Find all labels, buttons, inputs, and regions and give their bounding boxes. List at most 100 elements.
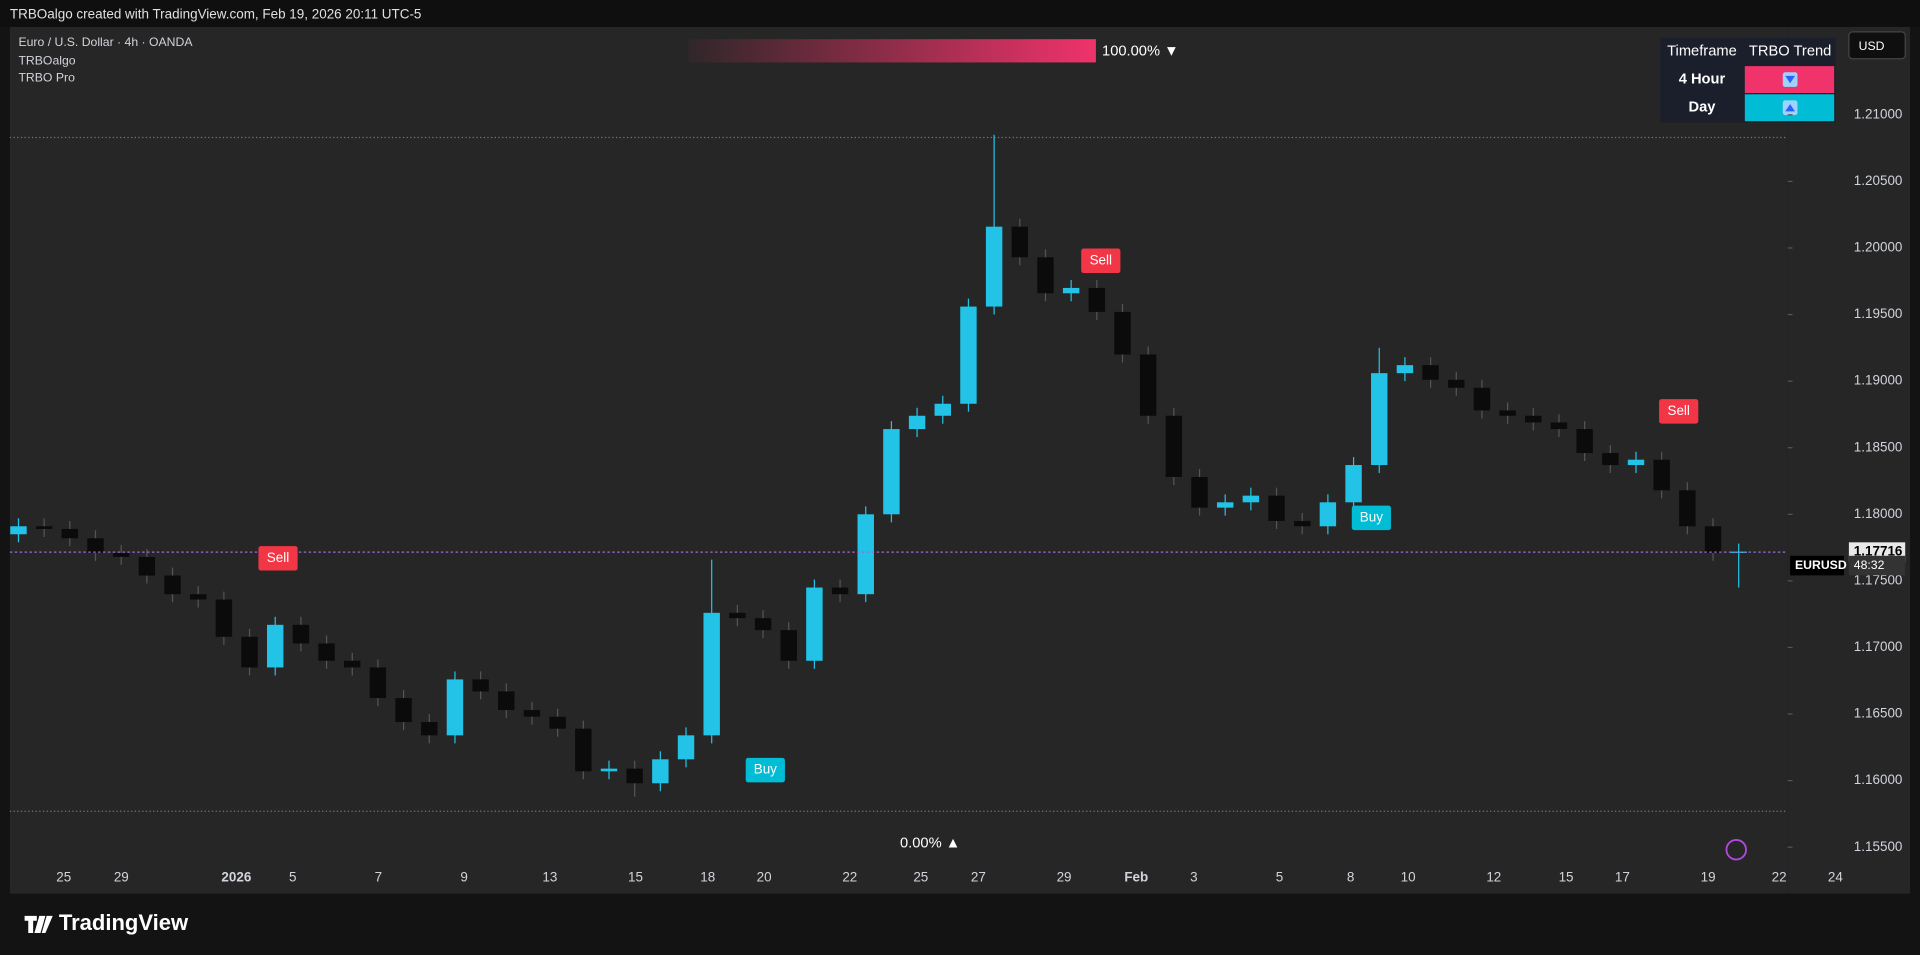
- trend-arrow: [1785, 75, 1796, 84]
- x-tick-label: Feb: [1124, 869, 1148, 884]
- y-tick-label: 1.17000: [1854, 639, 1903, 654]
- candle-body: [1550, 422, 1568, 430]
- candle-body: [626, 768, 643, 784]
- currency-label: USD: [1859, 39, 1885, 53]
- candle-body: [215, 599, 233, 637]
- candle-body: [1062, 287, 1080, 294]
- trend-arrow: [1785, 104, 1796, 112]
- signal-badge: [1081, 248, 1121, 274]
- y-tick-label: 1.19000: [1854, 373, 1903, 388]
- x-tick-label: 25: [913, 869, 928, 884]
- candle-body: [729, 612, 746, 619]
- table-cell: 4 Hour: [1679, 71, 1726, 87]
- x-tick-label: 22: [1772, 869, 1787, 884]
- candle-body: [241, 636, 258, 668]
- top-bar: [0, 0, 1920, 27]
- signal-label: Sell: [267, 550, 289, 565]
- signal-badge: [745, 757, 785, 783]
- candle-body: [1396, 365, 1414, 374]
- candle-body: [1191, 477, 1208, 508]
- indicator-name: TRBO Pro: [18, 71, 75, 85]
- x-tick-label: 27: [971, 869, 986, 884]
- signal-label: Sell: [1090, 252, 1112, 267]
- candle-body: [575, 728, 592, 772]
- candle-body: [1704, 526, 1722, 553]
- bottom-bar: [0, 893, 1920, 955]
- x-tick-label: 10: [1401, 869, 1416, 884]
- y-tick-label: 1.16500: [1854, 706, 1903, 721]
- candle-body: [1011, 226, 1029, 258]
- x-tick-label: 7: [375, 869, 382, 884]
- candle-body: [754, 618, 772, 631]
- x-tick-label: 15: [628, 869, 643, 884]
- candle-body: [908, 415, 926, 430]
- signal-label: Buy: [754, 762, 777, 777]
- candle-body: [1499, 410, 1516, 416]
- candle-body: [1037, 257, 1054, 294]
- x-tick-label: 5: [289, 869, 296, 884]
- y-tick-label: 1.18500: [1854, 439, 1903, 454]
- price-axis: [1787, 26, 1911, 894]
- x-tick-label: 29: [1057, 869, 1072, 884]
- candle-body: [472, 679, 489, 692]
- currency-button[interactable]: [1848, 31, 1906, 60]
- x-tick-label: 12: [1486, 869, 1501, 884]
- trend-table: Timeframe TRBO Trend 4 Hour Day: [1660, 37, 1836, 123]
- candle-body: [960, 306, 977, 404]
- gauge-label: 100.00% ▼: [1102, 43, 1179, 59]
- candle-body: [395, 698, 412, 723]
- lightning-icon[interactable]: [1725, 838, 1747, 861]
- signal-badge: [1351, 505, 1391, 531]
- candle-body: [189, 594, 207, 600]
- y-tick-label: 1.15500: [1854, 839, 1903, 854]
- candle-body: [1473, 387, 1491, 411]
- x-tick-label: 22: [842, 869, 857, 884]
- table-header: TRBO Trend: [1749, 43, 1831, 59]
- attribution: TRBOalgo created with TradingView.com, F…: [10, 6, 422, 21]
- candle-body: [934, 403, 951, 416]
- x-tick-label: 17: [1615, 869, 1630, 884]
- y-tick-label: 1.18000: [1854, 506, 1903, 521]
- candle-body: [549, 716, 566, 729]
- candle-body: [10, 526, 27, 535]
- candle-body: [985, 226, 1003, 307]
- candle-body: [780, 630, 797, 661]
- candle-body: [61, 528, 79, 539]
- candle-body: [1525, 415, 1542, 423]
- candle-body: [831, 587, 849, 595]
- candle-body: [600, 768, 618, 772]
- candle-body: [857, 514, 874, 595]
- y-tick-label: 1.20000: [1854, 240, 1903, 255]
- candle-body: [1216, 502, 1234, 508]
- y-tick-label: 1.16000: [1854, 772, 1903, 787]
- signal-badge: [1659, 399, 1699, 424]
- table-cell: Day: [1688, 100, 1716, 116]
- candle-body: [1679, 490, 1696, 527]
- x-tick-label: 15: [1559, 869, 1574, 884]
- signal-label: Buy: [1360, 509, 1383, 524]
- x-tick-label: 25: [56, 869, 71, 884]
- candle-body: [164, 575, 181, 595]
- x-tick-label: 3: [1190, 869, 1197, 884]
- candle-body: [446, 679, 464, 736]
- countdown-box: [1848, 555, 1906, 576]
- x-tick-label: 20: [757, 869, 772, 884]
- candle-body: [1422, 365, 1439, 380]
- brand-logo: [24, 915, 53, 933]
- table-header: Timeframe: [1667, 43, 1737, 59]
- candle-body: [138, 556, 156, 576]
- y-tick-label: 1.20500: [1854, 173, 1903, 188]
- candle-body: [806, 587, 823, 661]
- candle-body: [1448, 379, 1465, 388]
- candle-body: [1653, 459, 1670, 491]
- gauge-label: 0.00% ▲: [900, 835, 960, 851]
- signal-badge: [258, 546, 298, 571]
- indicator-name: TRBOalgo: [18, 53, 75, 67]
- candle-body: [1242, 495, 1260, 503]
- chart-layer: 1.15500 1.16000 1.16500 1.17000 1.17500 1.180…: [9, 106, 1906, 884]
- candle-body: [883, 429, 900, 515]
- candle-body: [1576, 429, 1593, 454]
- x-tick-label: 8: [1347, 869, 1354, 884]
